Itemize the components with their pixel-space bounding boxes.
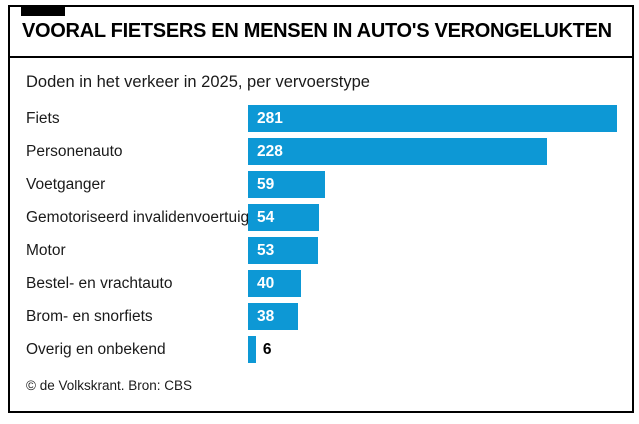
category-label: Bestel- en vrachtauto [26, 274, 173, 292]
chart-frame: VOORAL FIETSERS EN MENSEN IN AUTO'S VERO… [8, 5, 634, 413]
category-label: Fiets [26, 109, 60, 127]
bar: 228 [248, 138, 548, 165]
bar: 54 [248, 204, 319, 231]
chart-row: Bestel- en vrachtauto 40 [10, 267, 632, 300]
chart-row: Overig en onbekend 6 [10, 333, 632, 366]
bar-track: 228 [248, 138, 617, 165]
chart-title: VOORAL FIETSERS EN MENSEN IN AUTO'S VERO… [22, 20, 612, 42]
bar: 281 [248, 105, 617, 132]
chart-row: Personenauto 228 [10, 135, 632, 168]
bar: 40 [248, 270, 301, 297]
bar-chart: Fiets 281 Personenauto 228 Voetganger 59 Gemot… [10, 102, 632, 366]
chart-header: VOORAL FIETSERS EN MENSEN IN AUTO'S VERO… [10, 7, 632, 58]
category-label: Personenauto [26, 142, 123, 160]
bar-track: 38 [248, 303, 617, 330]
chart-row: Gemotoriseerd invalidenvoertuig 54 [10, 201, 632, 234]
chart-row: Motor 53 [10, 234, 632, 267]
category-label: Gemotoriseerd invalidenvoertuig [26, 208, 248, 226]
bar-track: 53 [248, 237, 617, 264]
value-label: 54 [257, 208, 275, 226]
category-label: Overig en onbekend [26, 340, 166, 358]
bar [248, 336, 256, 363]
value-label: 53 [257, 241, 275, 259]
category-label: Motor [26, 241, 66, 259]
bar-track: 40 [248, 270, 617, 297]
bar-track: 6 [248, 336, 617, 363]
value-label: 228 [257, 142, 283, 160]
bar-track: 54 [248, 204, 617, 231]
category-label: Voetganger [26, 175, 106, 193]
category-label: Brom- en snorfiets [26, 307, 153, 325]
brand-tab-mark [21, 5, 65, 16]
value-label: 281 [257, 109, 283, 127]
value-label: 40 [257, 274, 275, 292]
value-label: 59 [257, 175, 275, 193]
chart-row: Voetganger 59 [10, 168, 632, 201]
bar: 59 [248, 171, 326, 198]
bar-track: 59 [248, 171, 617, 198]
source-credit: © de Volkskrant. Bron: CBS [26, 378, 193, 393]
value-label: 6 [262, 340, 272, 358]
bar: 38 [248, 303, 298, 330]
chart-row: Brom- en snorfiets 38 [10, 300, 632, 333]
bar: 53 [248, 237, 318, 264]
bar-track: 281 [248, 105, 617, 132]
chart-row: Fiets 281 [10, 102, 632, 135]
chart-subtitle: Doden in het verkeer in 2025, per vervoe… [26, 73, 370, 91]
value-label: 38 [257, 307, 275, 325]
